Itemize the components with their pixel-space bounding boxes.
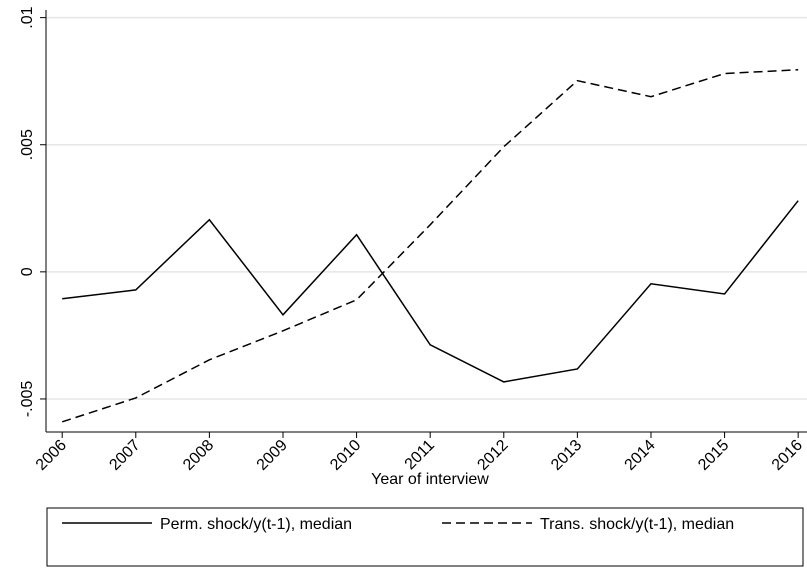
x-tick-label: 2010 — [327, 437, 364, 474]
x-axis-label: Year of interview — [371, 471, 489, 488]
legend-label: Perm. shock/y(t-1), median — [160, 516, 352, 533]
y-tick-label: .005 — [19, 129, 36, 160]
x-tick-label: 2008 — [180, 437, 217, 474]
series-line — [61, 68, 799, 423]
x-tick-label: 2007 — [106, 437, 143, 474]
legend-label: Trans. shock/y(t-1), median — [540, 516, 734, 533]
x-tick-label: 2013 — [548, 437, 585, 474]
x-tick-label: 2012 — [474, 437, 511, 474]
x-tick-label: 2016 — [769, 437, 806, 474]
series-line — [62, 200, 799, 383]
x-tick-label: 2014 — [622, 437, 659, 474]
y-tick-label: -.005 — [19, 381, 36, 418]
y-tick-label: 0 — [19, 267, 36, 276]
x-tick-label: 2006 — [33, 437, 70, 474]
x-tick-label: 2011 — [402, 437, 438, 473]
x-tick-label: 2015 — [695, 437, 732, 474]
legend-box — [46, 507, 804, 567]
y-tick-label: .01 — [19, 6, 36, 28]
x-tick-label: 2009 — [254, 437, 291, 474]
